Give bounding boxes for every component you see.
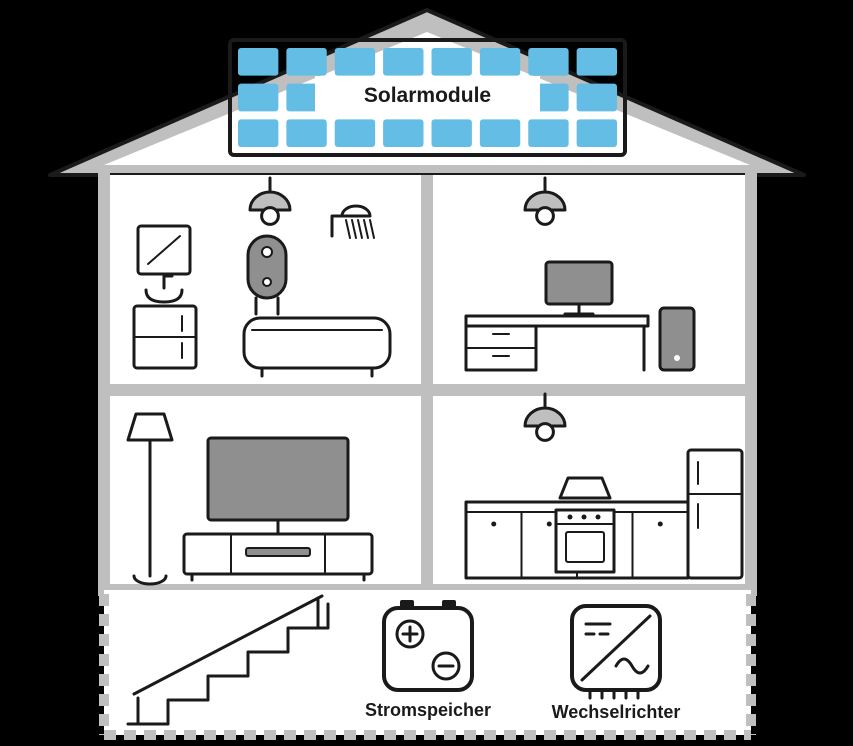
solar-cell [335, 48, 375, 76]
solar-cell [383, 48, 423, 76]
solar-cell [577, 84, 617, 112]
solar-panel-label: Solarmodule [315, 84, 540, 108]
solar-cell [335, 119, 375, 147]
solar-cell [238, 48, 278, 76]
inverter-label: Wechselrichter [538, 702, 694, 723]
hood-icon [560, 478, 610, 498]
solar-cell [238, 119, 278, 147]
solar-cell [432, 48, 472, 76]
solar-cell [286, 48, 326, 76]
solar-cell [432, 119, 472, 147]
battery-label: Stromspeicher [354, 700, 502, 721]
solar-cell [577, 119, 617, 147]
fridge-icon [688, 450, 742, 578]
solar-cell [383, 119, 423, 147]
solar-cell [286, 119, 326, 147]
tv-icon [208, 438, 348, 520]
monitor-icon [546, 262, 612, 304]
solar-cell [238, 84, 278, 112]
solar-cell [480, 48, 520, 76]
bathtub-icon [244, 318, 390, 368]
solar-cell [528, 119, 568, 147]
water-heater-icon [248, 236, 286, 298]
solar-cell [577, 48, 617, 76]
solar-cell [480, 119, 520, 147]
solar-cell [528, 48, 568, 76]
